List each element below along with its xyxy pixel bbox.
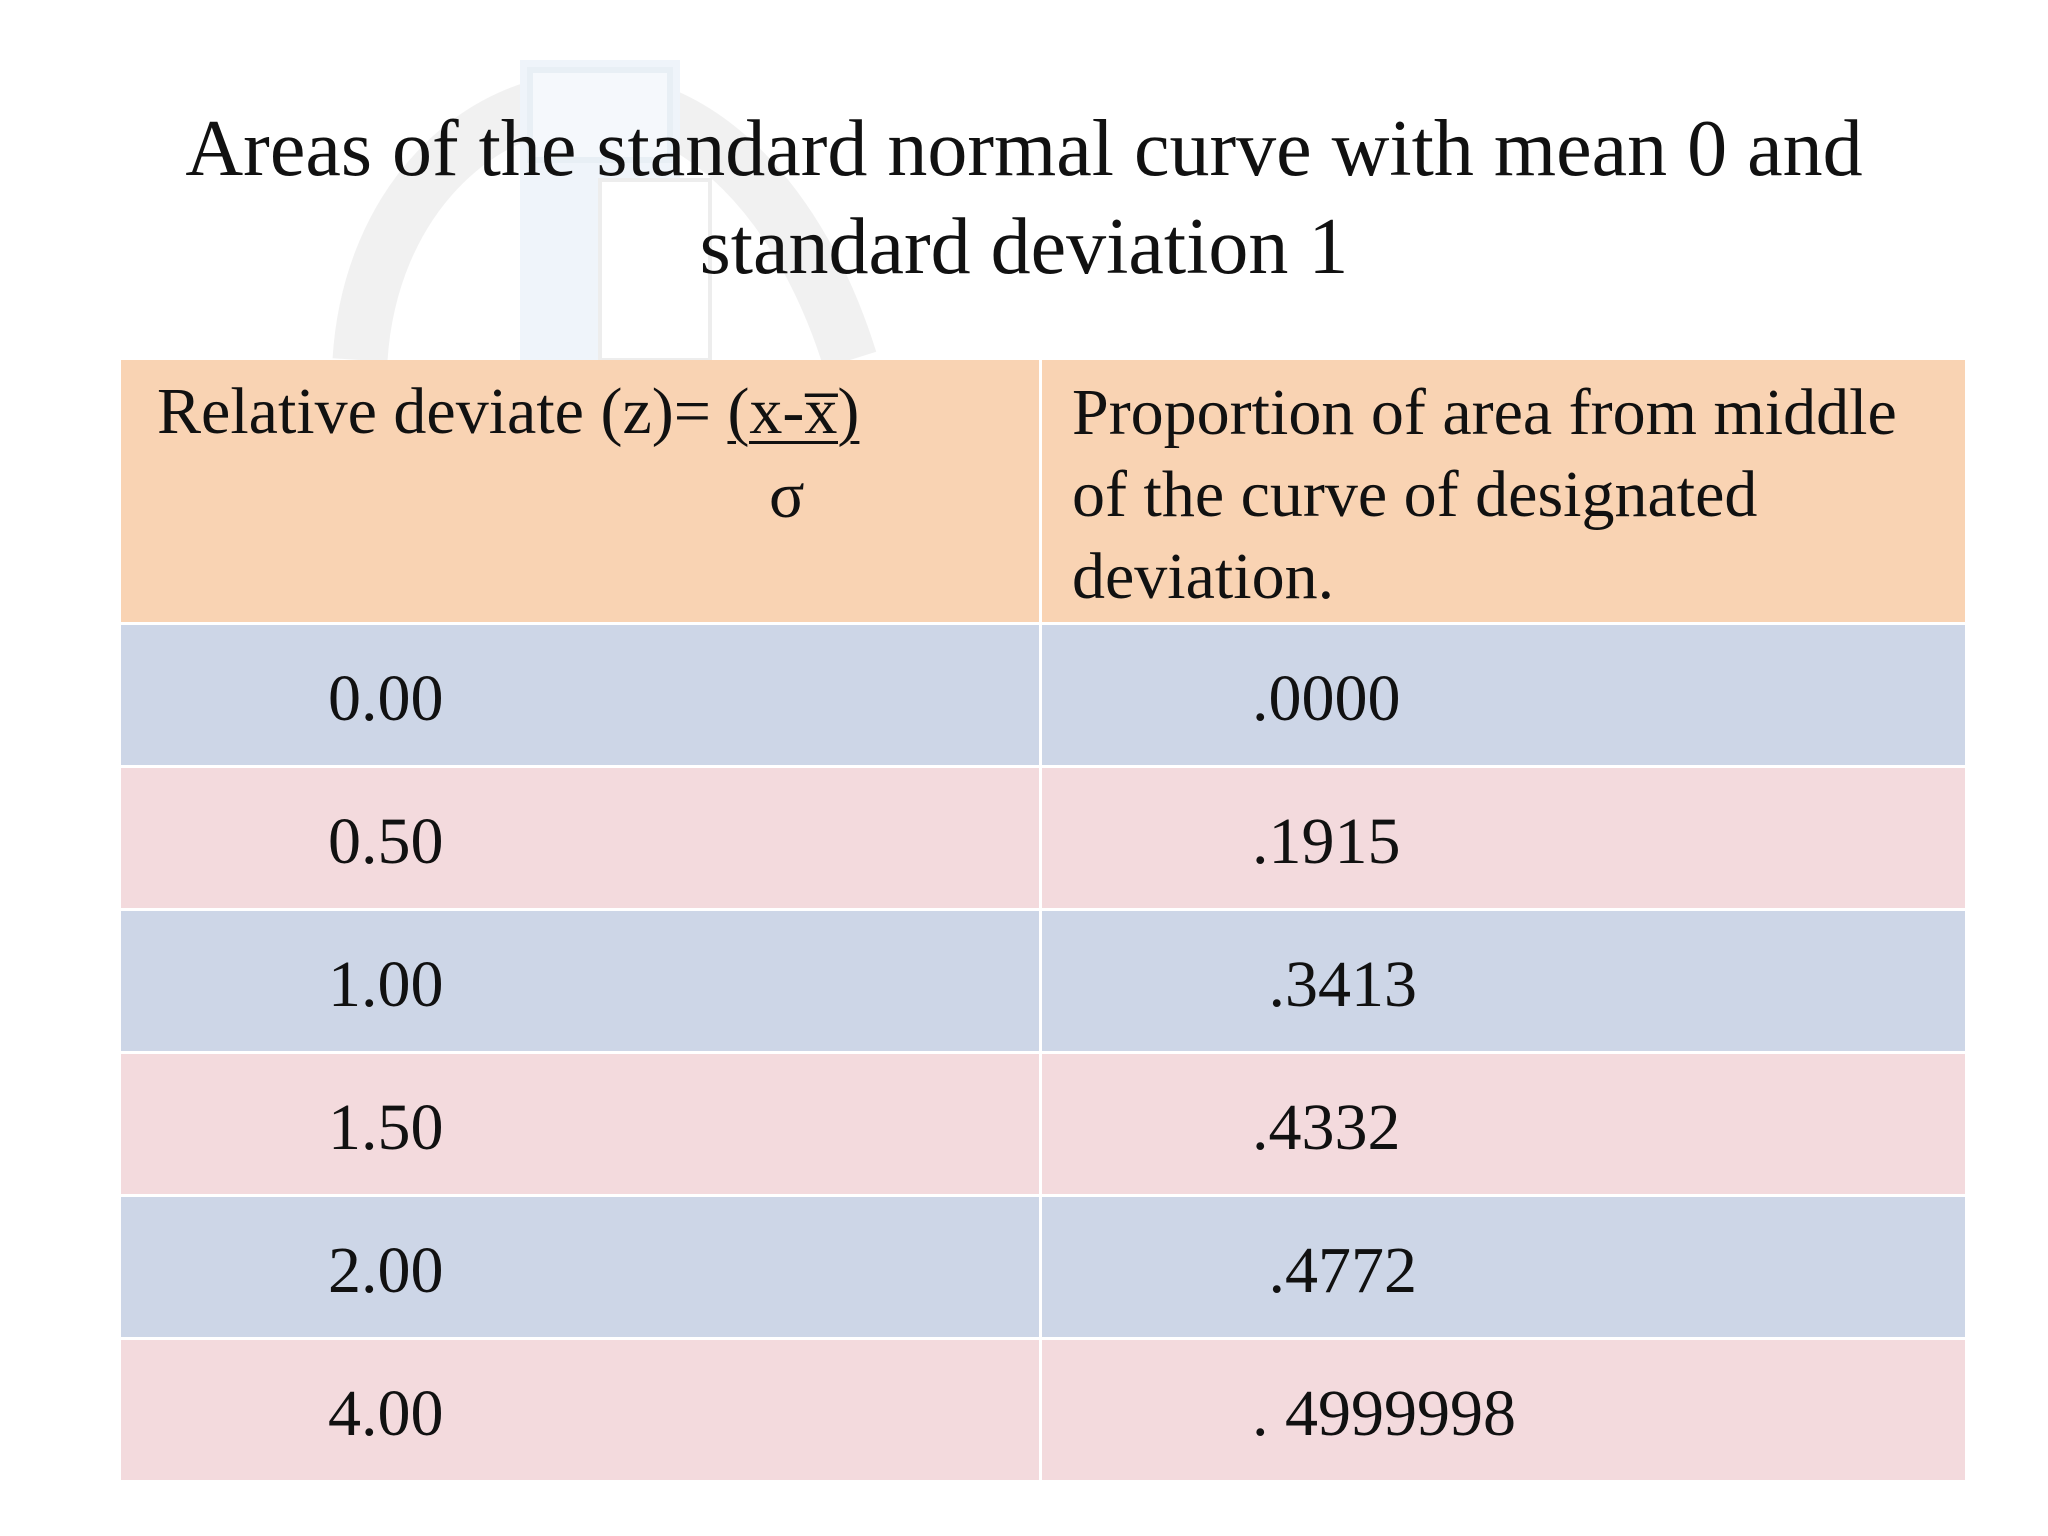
title-line-2: standard deviation 1 bbox=[699, 203, 1349, 291]
header-cell-proportion: Proportion of area from middle of the cu… bbox=[1042, 360, 1965, 622]
page-title: Areas of the standard normal curve with … bbox=[0, 100, 2048, 296]
title-line-1: Areas of the standard normal curve with … bbox=[185, 105, 1863, 193]
table-header-row: Relative deviate (z)= (x-x̅) σ Proportio… bbox=[121, 360, 1965, 625]
z-value: 1.00 bbox=[328, 948, 444, 1021]
table-row: 0.50 .1915 bbox=[121, 768, 1965, 911]
proportion-value: .4772 bbox=[1252, 1234, 1418, 1307]
header-cell-relative-deviate: Relative deviate (z)= (x-x̅) σ bbox=[121, 360, 1042, 622]
table-row: 2.00 .4772 bbox=[121, 1197, 1965, 1340]
header-col1-prefix: Relative deviate (z)= bbox=[157, 375, 728, 448]
proportion-value: .3413 bbox=[1252, 948, 1418, 1021]
z-value: 0.00 bbox=[328, 662, 444, 735]
z-value: 4.00 bbox=[328, 1377, 444, 1450]
table-row: 1.50 .4332 bbox=[121, 1054, 1965, 1197]
z-value: 1.50 bbox=[328, 1091, 444, 1164]
proportion-value: .1915 bbox=[1252, 805, 1401, 878]
normal-area-table: Relative deviate (z)= (x-x̅) σ Proportio… bbox=[121, 360, 1965, 1480]
header-col1-denominator: σ bbox=[769, 459, 805, 532]
proportion-value: .4332 bbox=[1252, 1091, 1401, 1164]
proportion-value: .0000 bbox=[1252, 662, 1401, 735]
header-col1-numerator: (x-x̅) bbox=[727, 375, 860, 448]
table-row: 1.00 .3413 bbox=[121, 911, 1965, 1054]
z-value: 2.00 bbox=[328, 1234, 444, 1307]
proportion-value: . 4999998 bbox=[1252, 1377, 1516, 1450]
table-row: 0.00 .0000 bbox=[121, 625, 1965, 768]
z-value: 0.50 bbox=[328, 805, 444, 878]
table-row: 4.00 . 4999998 bbox=[121, 1340, 1965, 1480]
header-col2-text: Proportion of area from middle of the cu… bbox=[1072, 376, 1897, 613]
watermark-logo-icon bbox=[332, 60, 877, 360]
